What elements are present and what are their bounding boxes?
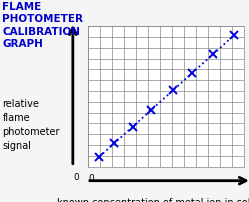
Text: relative
flame
photometer
signal: relative flame photometer signal [2,99,60,151]
Text: FLAME
PHOTOMETER
CALIBRATION
GRAPH: FLAME PHOTOMETER CALIBRATION GRAPH [2,2,83,49]
Text: known concentration of metal ion in solution: known concentration of metal ion in solu… [57,198,249,202]
Text: 0: 0 [88,174,94,183]
Text: 0: 0 [73,173,79,182]
